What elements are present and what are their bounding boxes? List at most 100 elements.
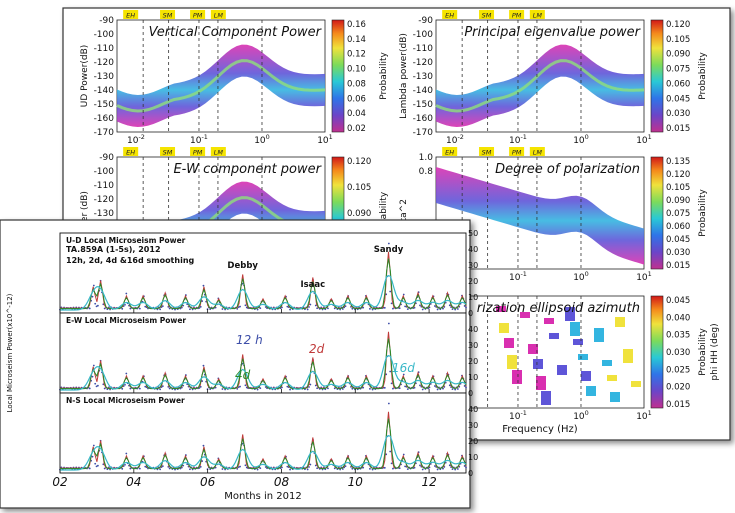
x-tick-label: 08: [274, 475, 290, 489]
series-12h-point: [392, 467, 394, 470]
event-label: Isaac: [300, 280, 325, 290]
series-label: 12 h: [236, 333, 263, 347]
colorbar-tick-label: 0.10: [347, 65, 366, 75]
series-12h-point: [383, 306, 386, 309]
density-cell: [594, 328, 604, 342]
series-12h-point: [186, 383, 189, 386]
y-tick-label: -100: [413, 30, 434, 40]
series-12h-point: [244, 304, 247, 307]
y-tick-label: 0.8: [419, 167, 434, 177]
band-label: SM: [482, 12, 492, 20]
series-12h-point: [390, 302, 393, 305]
series-12h-point: [362, 386, 365, 389]
series-12h-point: [433, 465, 436, 467]
y-tick-label: 40: [468, 405, 478, 414]
x-tick-label: 10: [348, 475, 364, 489]
series-12h-point: [124, 303, 126, 306]
series-12h-point: [451, 388, 454, 391]
series-12h-point: [436, 388, 439, 391]
series-12h-point: [341, 308, 344, 310]
series-12h-point: [88, 467, 91, 470]
series-12h-point: [186, 303, 189, 306]
colorbar-tick-label: 0.120: [347, 157, 371, 167]
y-tick-label: 40: [468, 325, 478, 334]
series-12h-point: [387, 322, 390, 325]
series-12h-point: [121, 387, 124, 390]
density-cell: [507, 355, 517, 369]
colorbar-tick-label: 0.030: [666, 109, 690, 119]
x-tick-label: 10-1: [509, 409, 527, 422]
series-12h-point: [94, 382, 97, 385]
density-cell: [504, 338, 514, 348]
series-12h-point: [259, 307, 262, 310]
microseism-annotations: TA.859A (1-5s), 2012 12h, 2d, 4d &16d smo…: [6, 245, 437, 502]
series-12h-point: [168, 307, 171, 310]
series-12h-point: [448, 464, 451, 467]
series-12h-point: [259, 387, 262, 390]
series-12h-point: [454, 468, 457, 471]
series-12h-point: [419, 464, 421, 467]
colorbar-tick-label: 0.02: [347, 124, 366, 134]
series-12h-point: [309, 463, 312, 466]
event-label: Sandy: [374, 245, 404, 255]
series-12h-point: [241, 362, 244, 365]
series-12h-point: [199, 465, 202, 468]
series-12h-point: [174, 468, 176, 471]
series-12h-point: [406, 388, 409, 391]
series-12h-point: [103, 387, 106, 390]
series-label: 4d: [235, 368, 251, 382]
series-12h-point: [95, 305, 98, 308]
y-axis-label: Lambda power(dB): [399, 33, 409, 119]
series-12h-point: [316, 467, 319, 470]
y-tick-label: -170: [94, 128, 115, 138]
x-tick-label: 10-1: [509, 270, 527, 283]
band-label: PM: [193, 12, 203, 20]
series-12h-point: [442, 307, 444, 310]
y-tick-label: 1.0: [419, 153, 434, 163]
series-12h-point: [463, 385, 466, 387]
series-12h-point: [316, 387, 319, 390]
subplot-title: N-S Local Microseism Power: [66, 396, 185, 405]
y-axis-label: Local Microseism Power(x10^-12): [6, 293, 14, 412]
series-12h-point: [463, 465, 466, 467]
series-12h-point: [224, 308, 227, 311]
series-12h-point: [306, 388, 309, 391]
series-12h-point: [465, 386, 467, 389]
subplot-title: U-D Local Microseism Power: [66, 236, 186, 245]
band-label: LM: [533, 149, 543, 157]
density-cell: [615, 317, 625, 327]
series-12h-point: [454, 308, 457, 311]
band-label-badge: [479, 147, 495, 156]
series-12h-point: [351, 467, 354, 470]
series-12h-point: [369, 387, 371, 390]
series-12h-point: [371, 308, 374, 311]
band-label-badge: [479, 10, 495, 19]
series-12h-point: [199, 305, 202, 308]
series-12h-point: [138, 387, 141, 390]
y-tick-label: -120: [413, 58, 434, 68]
density-cell: [586, 386, 596, 396]
y-tick-label: 10: [468, 293, 478, 302]
series-12h-point: [189, 388, 191, 391]
colorbar-tick-label: 0.075: [666, 209, 690, 219]
series-12h-point: [125, 452, 128, 455]
y-tick-label: -110: [94, 44, 115, 54]
subplot-title: Degree of polarization: [495, 162, 640, 177]
density-cell: [499, 323, 509, 333]
density-cell: [557, 365, 567, 375]
series-12h-point: [209, 308, 212, 311]
y-tick-label: -110: [413, 44, 434, 54]
series-12h-point: [202, 284, 205, 287]
series-12h-point: [344, 385, 347, 388]
series-12h-point: [333, 307, 336, 310]
y-tick-label: -110: [94, 181, 115, 191]
series-12h-point: [465, 306, 467, 309]
series-12h-point: [239, 385, 241, 388]
subplot-title: E-W Local Microseism Power: [66, 316, 186, 325]
series-12h-point: [333, 387, 336, 390]
series-12h-point: [413, 306, 416, 309]
series-12h-point: [341, 468, 344, 470]
series-12h-point: [456, 468, 459, 470]
series-12h-point: [327, 467, 329, 470]
